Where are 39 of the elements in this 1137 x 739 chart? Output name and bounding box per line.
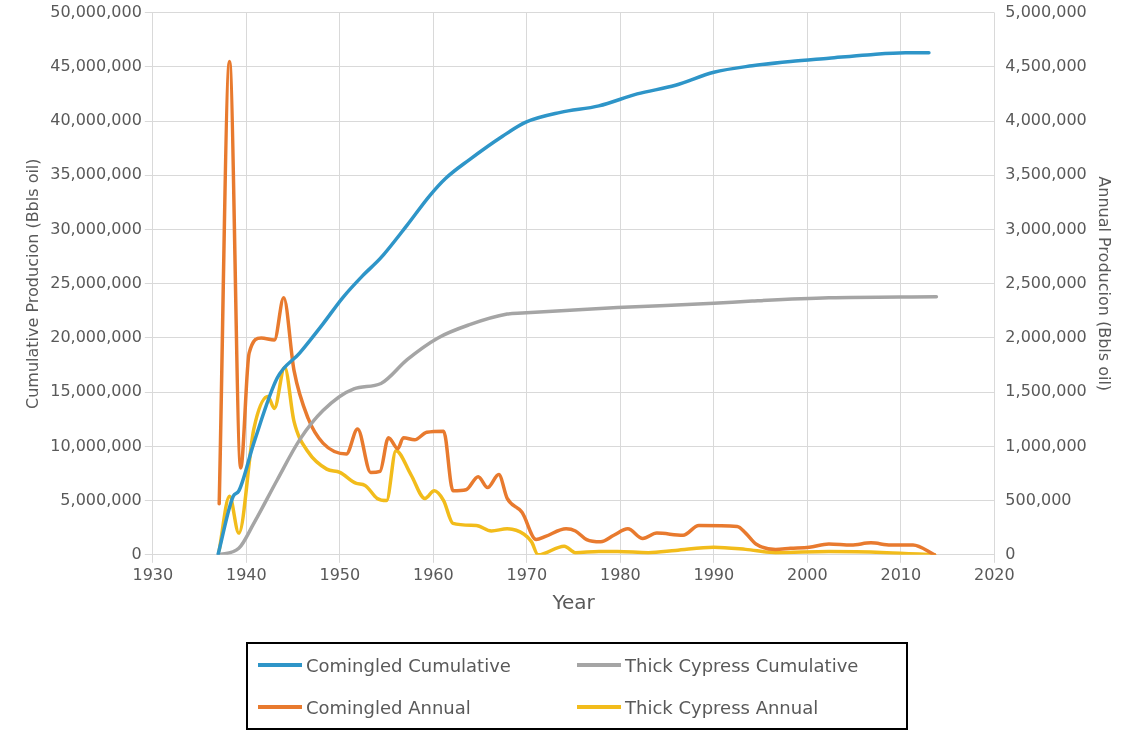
legend-label: Comingled Annual — [306, 696, 471, 718]
y-tick-label: 50,000,000 — [50, 1, 142, 21]
y-tick-label: 45,000,000 — [50, 55, 142, 75]
y-tick-label: 35,000,000 — [50, 164, 142, 184]
y-tick-label: 30,000,000 — [50, 218, 142, 238]
y2-tick-label: 2,500,000 — [1005, 272, 1087, 292]
y2-tick-label: 1,500,000 — [1005, 381, 1087, 401]
y2-tick-label: 3,500,000 — [1005, 164, 1087, 184]
y2-axis-title: Annual Producion (Bbls oil) — [1095, 176, 1115, 392]
y2-tick-label: 1,000,000 — [1005, 435, 1087, 455]
x-tick-label: 1950 — [319, 564, 361, 584]
y2-tick-label: 4,000,000 — [1005, 110, 1087, 130]
x-tick-label: 1970 — [506, 564, 548, 584]
x-tick-label: 1960 — [412, 564, 454, 584]
legend-label: Comingled Cumulative — [306, 654, 511, 676]
y2-tick-label: 5,000,000 — [1005, 1, 1087, 21]
x-tick-label: 1990 — [693, 564, 735, 584]
x-tick-label: 2020 — [974, 564, 1015, 584]
x-tick-label: 2000 — [787, 564, 828, 584]
y-tick-label: 15,000,000 — [50, 381, 142, 401]
x-tick-label: 1980 — [599, 564, 641, 584]
y2-tick-label: 500,000 — [1005, 489, 1072, 509]
y-tick-label: 40,000,000 — [50, 110, 142, 130]
y-tick-label: 10,000,000 — [50, 435, 142, 455]
x-tick-label: 1940 — [225, 564, 267, 584]
y2-tick-label: 3,000,000 — [1005, 218, 1087, 238]
y2-tick-label: 4,500,000 — [1005, 55, 1087, 75]
y-axis-title: Cumulative Producion (Bbls oil) — [22, 158, 42, 409]
x-tick-label: 2010 — [880, 564, 922, 584]
y-tick-label: 25,000,000 — [50, 272, 142, 292]
y-tick-label: 5,000,000 — [60, 489, 142, 509]
x-tick-label: 1930 — [132, 564, 174, 584]
legend-label: Thick Cypress Annual — [625, 696, 819, 718]
legend-label: Thick Cypress Cumulative — [625, 654, 859, 676]
x-axis-title: Year — [551, 590, 596, 615]
y-tick-label: 20,000,000 — [50, 327, 142, 347]
y-tick-label: 0 — [131, 543, 142, 563]
y2-tick-label: 2,000,000 — [1005, 327, 1087, 347]
y2-tick-label: 0 — [1005, 543, 1016, 563]
